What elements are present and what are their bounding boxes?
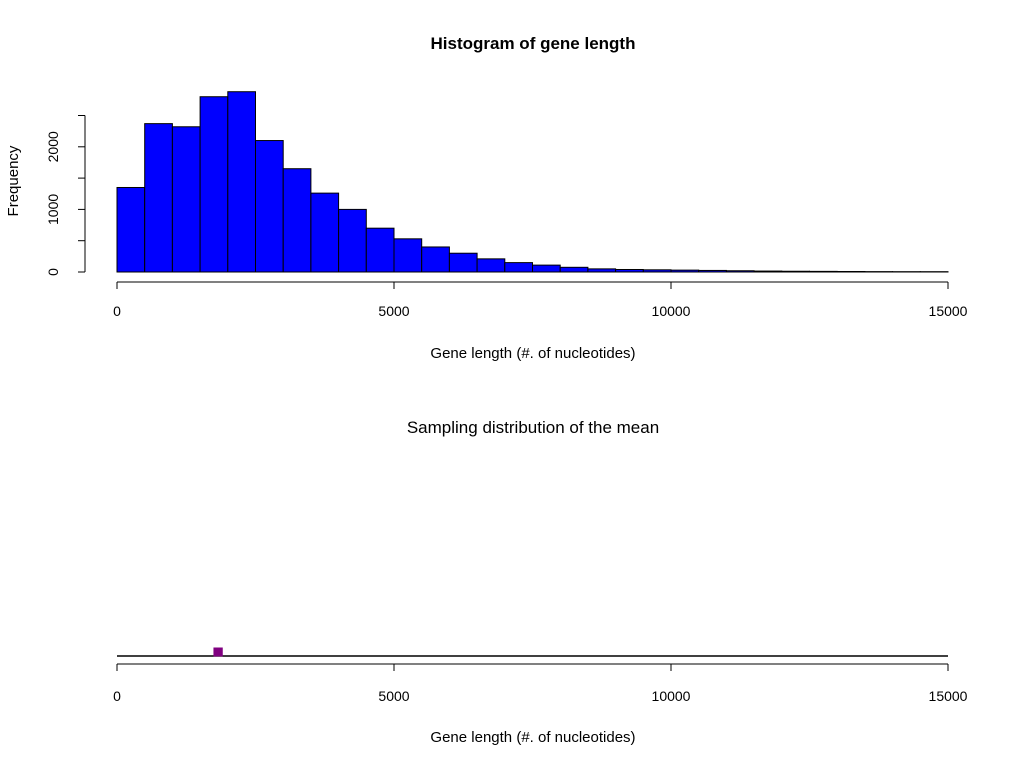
histogram-bar bbox=[725, 270, 755, 273]
sampling-title: Sampling distribution of the mean bbox=[407, 418, 659, 437]
histogram-y-tick-label: 1000 bbox=[45, 194, 61, 225]
sampling-x-tick-label: 5000 bbox=[378, 688, 409, 704]
histogram-bar bbox=[587, 268, 617, 273]
histogram-bar bbox=[532, 264, 561, 273]
histogram-bar bbox=[642, 269, 672, 273]
histogram-y-axis-label: Frequency bbox=[5, 145, 22, 216]
histogram-x-axis: 0 5000 10000 15000 bbox=[113, 281, 968, 319]
histogram-bar bbox=[476, 258, 506, 273]
histogram-bar bbox=[615, 268, 644, 273]
histogram-bar bbox=[836, 270, 866, 273]
sampling-x-tick-label: 0 bbox=[113, 688, 121, 704]
histogram-bar bbox=[310, 192, 340, 273]
sampling-x-axis-label: Gene length (#. of nucleotides) bbox=[430, 729, 635, 746]
sampling-bar bbox=[213, 647, 223, 657]
histogram-bar bbox=[559, 266, 589, 273]
histogram-bar bbox=[698, 269, 727, 273]
histogram-chart: Histogram of gene length Frequency Gene … bbox=[5, 34, 968, 362]
histogram-y-tick-label: 2000 bbox=[45, 131, 61, 162]
histogram-bar bbox=[144, 123, 173, 273]
histogram-bar bbox=[227, 91, 257, 273]
sampling-bars bbox=[117, 647, 948, 657]
histogram-bar bbox=[255, 140, 284, 273]
histogram-x-tick-label: 0 bbox=[113, 303, 121, 319]
histogram-x-tick-label: 15000 bbox=[929, 303, 968, 319]
histogram-bar bbox=[504, 262, 533, 273]
histogram-bar bbox=[338, 208, 367, 273]
histogram-bar bbox=[199, 96, 229, 273]
sampling-x-tick-label: 10000 bbox=[652, 688, 691, 704]
histogram-bars bbox=[116, 91, 949, 273]
histogram-bar bbox=[448, 252, 478, 273]
histogram-x-axis-label: Gene length (#. of nucleotides) bbox=[430, 345, 635, 362]
histogram-y-axis: 0 1000 2000 bbox=[45, 115, 86, 276]
histogram-x-tick-label: 5000 bbox=[378, 303, 409, 319]
histogram-bar bbox=[753, 270, 783, 273]
histogram-bar bbox=[670, 269, 700, 273]
sampling-x-tick-label: 15000 bbox=[929, 688, 968, 704]
histogram-bar bbox=[365, 227, 395, 273]
histogram-bar bbox=[282, 168, 312, 273]
histogram-bar bbox=[421, 246, 450, 273]
histogram-bar bbox=[781, 270, 810, 273]
histogram-bar bbox=[171, 126, 201, 273]
histogram-x-tick-label: 10000 bbox=[652, 303, 691, 319]
sampling-chart: Sampling distribution of the mean Gene l… bbox=[113, 418, 968, 746]
sampling-x-axis: 0 5000 10000 15000 bbox=[113, 663, 968, 704]
histogram-y-tick-label: 0 bbox=[45, 268, 61, 276]
histogram-title: Histogram of gene length bbox=[431, 34, 636, 53]
histogram-bar bbox=[116, 186, 146, 273]
histogram-bar bbox=[393, 238, 423, 273]
histogram-bar bbox=[809, 270, 838, 273]
